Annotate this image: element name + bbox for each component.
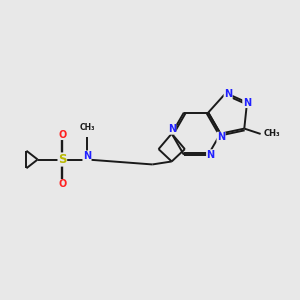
Text: CH₃: CH₃ bbox=[79, 124, 95, 133]
Text: O: O bbox=[58, 130, 66, 140]
Text: N: N bbox=[168, 124, 176, 134]
Text: N: N bbox=[217, 132, 225, 142]
Text: S: S bbox=[58, 153, 67, 166]
Text: N: N bbox=[207, 150, 215, 160]
Text: N: N bbox=[83, 151, 91, 161]
Text: O: O bbox=[58, 179, 66, 190]
Text: N: N bbox=[243, 98, 251, 108]
Text: N: N bbox=[224, 89, 232, 99]
Text: CH₃: CH₃ bbox=[264, 129, 280, 138]
